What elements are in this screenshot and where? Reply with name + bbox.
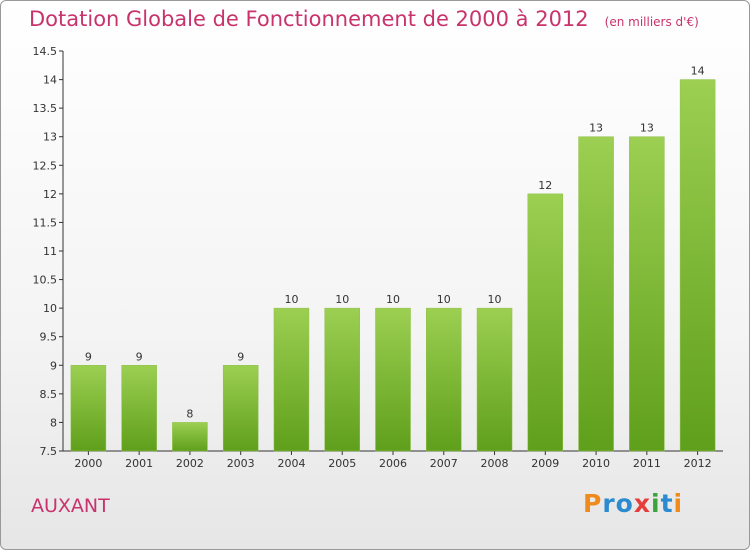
data-label-2007: 10 [437,293,451,306]
y-tick-label: 9 [50,359,57,372]
axes: 7.5 8 8.5 9 9.5 10 10.5 11 11.5 12 12.5 13 13.5 14 14.… [33,45,723,470]
x-tick-label-2008: 2008 [481,457,509,470]
y-tick-label: 11.5 [33,216,58,229]
data-label-2009: 12 [538,179,552,192]
y-tick-label: 8.5 [40,388,58,401]
logo-letter: P [583,489,603,518]
bar-2008 [476,307,513,452]
data-label-2008: 10 [488,293,502,306]
y-tick-label: 12.5 [33,159,58,172]
x-tick-label-2003: 2003 [227,457,255,470]
y-tick-label: 11 [43,245,57,258]
x-tick-label-2012: 2012 [684,457,712,470]
bar-2005 [324,307,360,452]
data-label-2000: 9 [85,350,92,363]
bar-2012 [679,79,716,452]
y-tick-label: 13.5 [33,102,58,115]
bar-2003 [222,365,259,452]
logo-letter: o [615,489,634,518]
y-tick-label: 14.5 [33,45,58,58]
x-tick-label-2001: 2001 [125,457,153,470]
y-tick-label: 13 [43,131,57,144]
bar-2009 [527,193,564,452]
logo-letter: x [633,489,651,518]
bar-2007 [426,307,462,452]
logo-letter: i [673,489,684,518]
x-tick-label-2005: 2005 [328,457,356,470]
x-tick-label-2000: 2000 [74,457,102,470]
bar-2001 [121,365,157,452]
x-tick-label-2009: 2009 [531,457,559,470]
data-label-2005: 10 [335,293,349,306]
data-label-2012: 14 [691,65,705,78]
bar-2004 [273,307,310,452]
data-label-2011: 13 [640,122,654,135]
bar-2011 [629,136,665,452]
logo-letter: i [651,489,661,518]
x-tick-label-2011: 2011 [633,457,661,470]
chart-title-text: Dotation Globale de Fonctionnement de 20… [29,7,589,31]
bars: 9 9 8 9 10 10 10 10 10 12 13 13 14 [70,65,716,452]
bar-2000 [70,365,107,452]
y-tick-label: 9.5 [40,331,58,344]
data-label-2002: 8 [186,407,193,420]
bar-2010 [578,136,614,452]
x-tick-label-2004: 2004 [277,457,305,470]
bar-2002 [172,422,208,452]
y-tick-label: 10.5 [33,274,58,287]
proxiti-logo: Proxiti [583,489,683,518]
y-tick-label: 7.5 [40,445,58,458]
bar-2006 [375,307,411,452]
chart-title: Dotation Globale de Fonctionnement de 20… [29,7,699,31]
y-tick-label: 10 [43,302,57,315]
logo-letter: t [660,489,674,518]
data-label-2001: 9 [136,350,143,363]
data-label-2006: 10 [386,293,400,306]
y-tick-label: 12 [43,188,57,201]
data-label-2010: 13 [589,122,603,135]
x-tick-label-2002: 2002 [176,457,204,470]
x-tick-label-2007: 2007 [430,457,458,470]
x-tick-label-2010: 2010 [582,457,610,470]
x-tick-label-2006: 2006 [379,457,407,470]
y-tick-label: 14 [43,74,57,87]
logo-letter: r [602,489,616,518]
chart-unit: (en milliers d'€) [604,15,699,29]
data-label-2004: 10 [284,293,298,306]
data-label-2003: 9 [237,350,244,363]
commune-name: AUXANT [31,495,110,517]
y-tick-label: 8 [50,416,57,429]
